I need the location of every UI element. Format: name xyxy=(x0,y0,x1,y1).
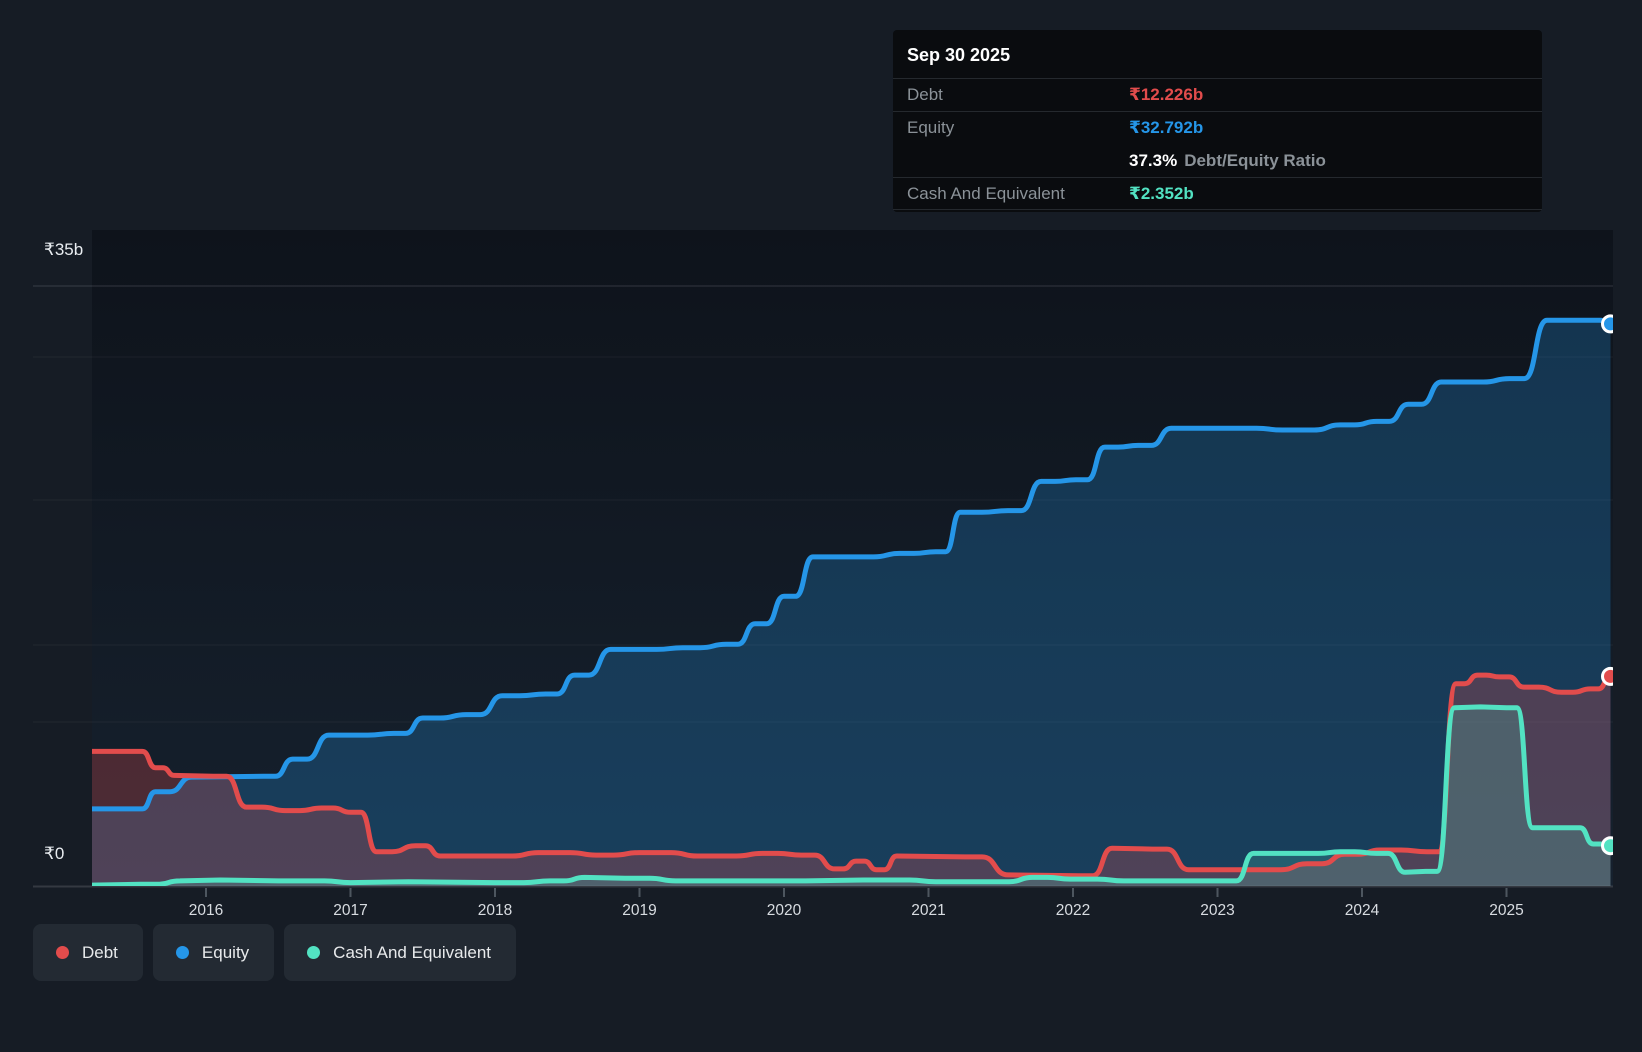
x-axis-year-label: 2022 xyxy=(1055,902,1091,919)
tooltip-row-cash: Cash And Equivalent ₹2.352b xyxy=(893,177,1542,210)
x-axis-year-label: 2023 xyxy=(1200,902,1235,919)
equity-line xyxy=(92,317,1613,812)
debt-end-marker xyxy=(1601,666,1613,686)
tooltip-equity-label: Equity xyxy=(907,118,955,137)
chart-legend: Debt Equity Cash And Equivalent xyxy=(33,924,517,981)
tooltip-ratio-label: Debt/Equity Ratio xyxy=(1184,150,1326,170)
x-axis-year-label: 2024 xyxy=(1344,902,1380,919)
cash-and-equivalent-line xyxy=(92,704,1613,886)
x-axis-year-label: 2019 xyxy=(622,902,657,919)
series-areas xyxy=(92,320,1611,886)
series-end-markers xyxy=(1601,314,1613,856)
x-axis-year-label: 2020 xyxy=(766,902,802,919)
tooltip-debt-label: Debt xyxy=(907,85,943,104)
cash-and-equivalent-end-marker xyxy=(1601,836,1613,856)
series-lines xyxy=(92,317,1613,886)
debt-area xyxy=(92,675,1611,886)
y-axis-max-label: ₹35b xyxy=(44,240,84,259)
legend-item-debt[interactable]: Debt xyxy=(33,924,143,981)
cash-dot-icon xyxy=(307,946,321,959)
chart-tooltip: Sep 30 2025 Debt ₹12.226b Equity ₹32.792… xyxy=(893,30,1542,212)
y-axis-zero-label: ₹0 xyxy=(44,844,65,863)
x-axis-year-label: 2017 xyxy=(333,902,368,919)
cash-and-equivalent-area xyxy=(92,706,1611,886)
legend-debt-label: Debt xyxy=(82,942,118,962)
tooltip-row-ratio: 37.3% Debt/Equity Ratio xyxy=(893,144,1542,177)
legend-item-equity[interactable]: Equity xyxy=(152,924,275,981)
tooltip-date: Sep 30 2025 xyxy=(907,45,1011,65)
tooltip-debt-value: ₹12.226b xyxy=(1129,85,1204,104)
x-axis-year-label: 2018 xyxy=(477,902,513,919)
x-axis-year-label: 2016 xyxy=(188,902,224,919)
legend-equity-label: Equity xyxy=(201,942,250,962)
gridlines xyxy=(33,285,1613,888)
x-axis-year-label: 2025 xyxy=(1489,902,1524,919)
tooltip-ratio-value: 37.3% xyxy=(1129,150,1178,170)
tooltip-equity-value: ₹32.792b xyxy=(1129,118,1204,137)
debt-dot-icon xyxy=(56,946,69,959)
equity-area xyxy=(92,320,1611,886)
tooltip-cash-value: ₹2.352b xyxy=(1129,183,1194,203)
debt-line xyxy=(92,672,1613,879)
x-axis-year-label: 2021 xyxy=(911,902,946,919)
x-axis xyxy=(205,888,1508,897)
legend-item-cash[interactable]: Cash And Equivalent xyxy=(284,924,517,981)
equity-dot-icon xyxy=(175,946,189,959)
tooltip-cash-label: Cash And Equivalent xyxy=(907,183,1065,203)
equity-end-marker xyxy=(1601,314,1613,334)
tooltip-row-equity: Equity ₹32.792b xyxy=(893,111,1542,144)
tooltip-row-debt: Debt ₹12.226b xyxy=(893,78,1542,111)
legend-cash-label: Cash And Equivalent xyxy=(333,942,492,962)
